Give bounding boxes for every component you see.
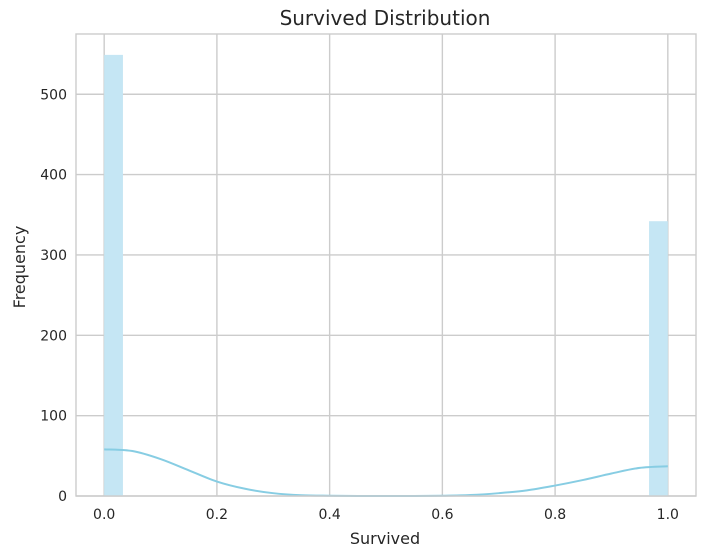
y-tick-label-1: 100 bbox=[40, 409, 67, 425]
chart-title: Survived Distribution bbox=[280, 6, 491, 30]
plot-frame bbox=[75, 33, 697, 497]
x-axis-label: Survived bbox=[350, 529, 420, 548]
y-tick-label-3: 300 bbox=[40, 248, 67, 264]
y-tick-label-5: 500 bbox=[40, 87, 67, 103]
x-ticks: 0.0 0.2 0.4 0.6 0.8 1.0 bbox=[93, 507, 679, 523]
x-tick-label-3: 0.6 bbox=[431, 507, 453, 523]
y-tick-label-4: 400 bbox=[40, 168, 67, 184]
x-tick-label-4: 0.8 bbox=[544, 507, 566, 523]
histogram-bar-1 bbox=[649, 221, 668, 496]
histogram-bar-0 bbox=[104, 54, 123, 496]
y-tick-label-2: 200 bbox=[40, 328, 67, 344]
y-ticks: 0 100 200 300 400 500 bbox=[40, 87, 67, 505]
x-tick-label-0: 0.0 bbox=[93, 507, 115, 523]
x-tick-label-1: 0.2 bbox=[206, 507, 228, 523]
grid-lines bbox=[76, 34, 696, 497]
x-tick-label-5: 1.0 bbox=[657, 507, 679, 523]
x-tick-label-2: 0.4 bbox=[319, 507, 341, 523]
y-tick-label-0: 0 bbox=[58, 489, 67, 505]
y-axis-label: Frequency bbox=[10, 226, 29, 309]
histogram-bars bbox=[104, 54, 668, 496]
